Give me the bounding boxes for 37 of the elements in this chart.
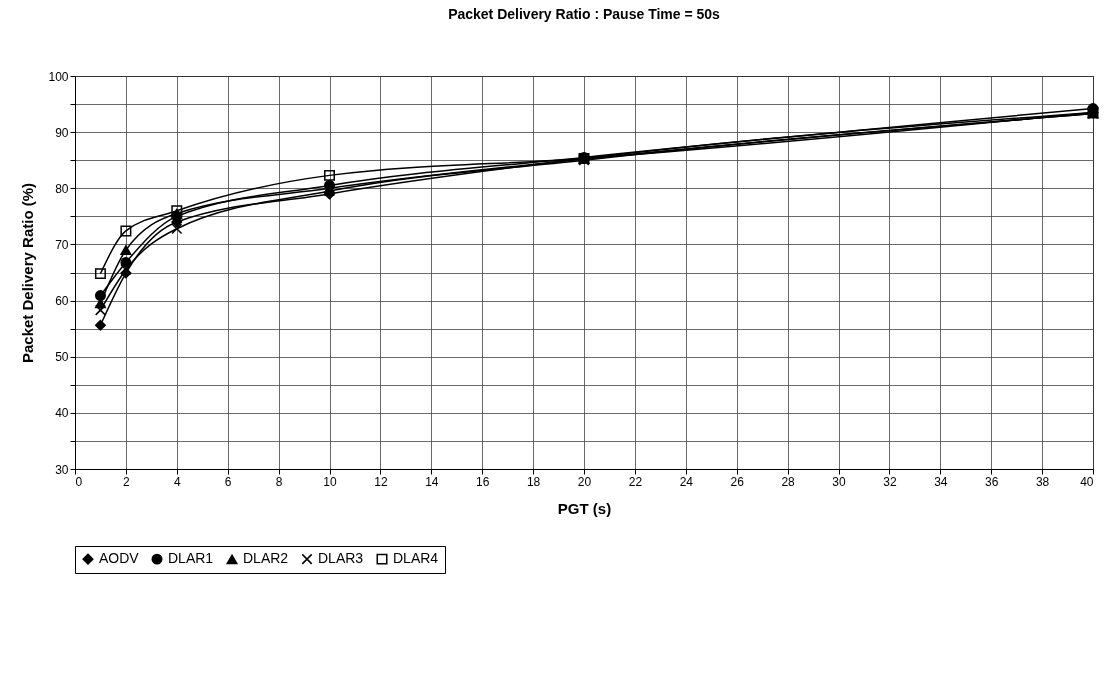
legend-label: DLAR3 xyxy=(318,550,364,567)
y-tick-label: 50 xyxy=(55,350,69,365)
x-tick-label: 20 xyxy=(577,474,592,489)
x-tick-label: 38 xyxy=(1035,474,1050,489)
y-tick-label: 40 xyxy=(55,406,69,421)
y-tick-label: 60 xyxy=(55,294,69,309)
x-tick-label: 34 xyxy=(934,474,948,489)
x-tick-label: 10 xyxy=(323,474,337,489)
legend-label: DLAR1 xyxy=(168,550,214,567)
legend-label: DLAR2 xyxy=(243,550,289,567)
x-tick-label: 6 xyxy=(224,474,232,489)
y-tick-label: 100 xyxy=(48,69,69,84)
x-tick-label: 24 xyxy=(679,474,694,489)
x-tick-label: 28 xyxy=(781,474,796,489)
x-tick-label: 16 xyxy=(476,474,490,489)
x-tick-label: 12 xyxy=(374,474,388,489)
x-tick-label: 26 xyxy=(730,474,745,489)
x-tick-label: 18 xyxy=(526,474,541,489)
x-tick-label: 4 xyxy=(173,474,181,489)
y-axis-title: Packet Delivery Ratio (%) xyxy=(19,182,37,364)
y-tick-label: 30 xyxy=(55,462,69,477)
y-tick-label: 90 xyxy=(55,125,69,140)
legend-label: DLAR4 xyxy=(393,550,439,567)
x-tick-label: 22 xyxy=(628,474,643,489)
x-tick-label: 14 xyxy=(425,474,439,489)
x-tick-label: 40 xyxy=(1080,474,1094,489)
x-axis-title: PGT (s) xyxy=(557,499,612,517)
x-tick-label: 8 xyxy=(275,474,283,489)
y-tick-label: 70 xyxy=(55,237,69,252)
x-tick-label: 32 xyxy=(883,474,897,489)
x-tick-label: 36 xyxy=(985,474,999,489)
legend-label: AODV xyxy=(99,550,140,567)
chart-title: Packet Delivery Ratio : Pause Time = 50s xyxy=(448,6,721,22)
x-tick-label: 30 xyxy=(832,474,846,489)
x-tick-label: 0 xyxy=(75,474,83,489)
y-tick-label: 80 xyxy=(55,181,69,196)
x-tick-label: 2 xyxy=(123,474,131,489)
